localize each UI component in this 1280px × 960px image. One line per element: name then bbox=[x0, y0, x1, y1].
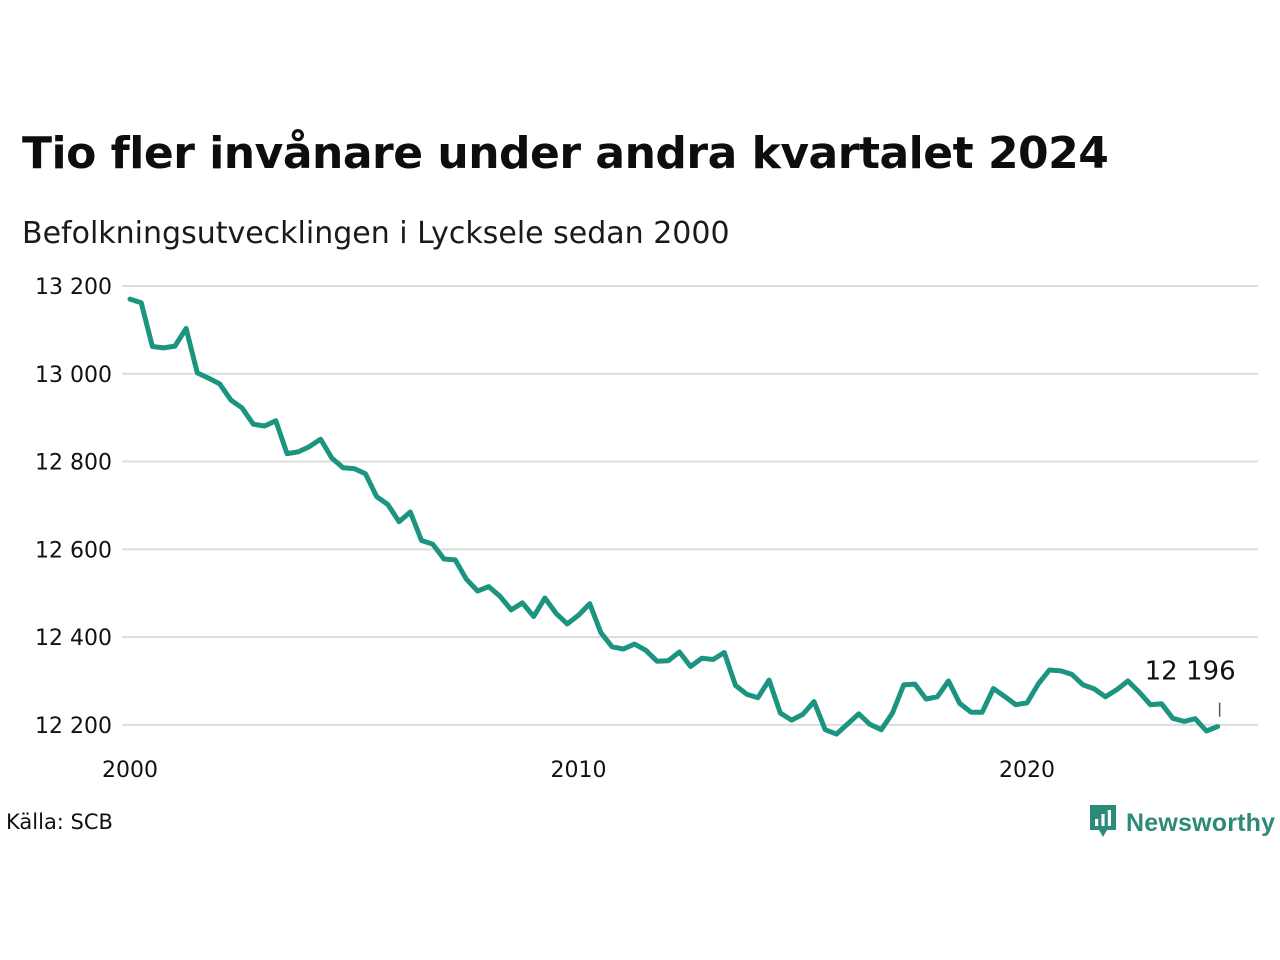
brand-logo[interactable]: Newsworthy bbox=[1088, 803, 1275, 843]
y-tick-label: 12 200 bbox=[35, 714, 112, 739]
chart-subtitle: Befolkningsutvecklingen i Lycksele sedan… bbox=[22, 216, 730, 251]
source-note: Källa: SCB bbox=[6, 810, 113, 834]
y-tick-label: 12 800 bbox=[35, 451, 112, 476]
y-tick-label: 12 400 bbox=[35, 626, 112, 651]
series-line bbox=[127, 296, 1221, 737]
y-tick-label: 12 600 bbox=[35, 538, 112, 563]
x-tick-label: 2020 bbox=[999, 758, 1055, 783]
y-tick-label: 13 200 bbox=[35, 275, 112, 300]
y-axis-ticks: 12 200 12 400 12 600 12 800 13 000 13 200 bbox=[35, 275, 112, 739]
x-tick-label: 2010 bbox=[551, 758, 607, 783]
end-annotation: 12 196 bbox=[1145, 657, 1236, 717]
end-value-label: 12 196 bbox=[1145, 657, 1236, 687]
x-tick-label: 2000 bbox=[102, 758, 158, 783]
y-tick-label: 13 000 bbox=[35, 363, 112, 388]
series-group bbox=[127, 296, 1221, 737]
brand-name: Newsworthy bbox=[1126, 808, 1276, 837]
chart-title: Tio fler invånare under andra kvartalet … bbox=[22, 128, 1109, 179]
newsworthy-logo-icon bbox=[1088, 803, 1118, 843]
gridlines bbox=[122, 284, 1258, 726]
x-axis-ticks: 2000 2010 2020 bbox=[102, 758, 1055, 783]
line-chart: 12 200 12 400 12 600 12 800 13 000 13 200 200… bbox=[35, 275, 1258, 783]
